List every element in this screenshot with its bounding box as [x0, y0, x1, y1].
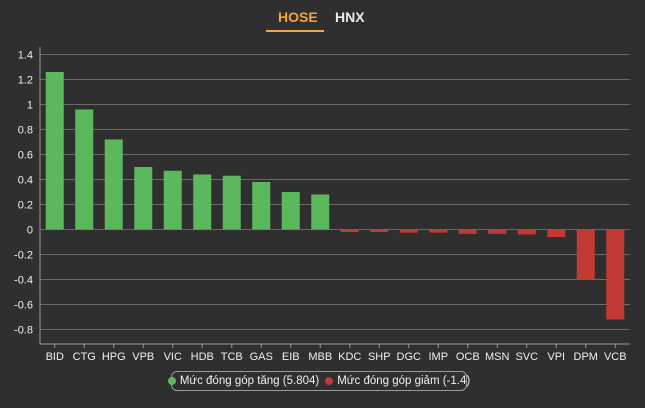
bar [281, 192, 300, 230]
y-tick-label: -0.8 [14, 325, 33, 337]
bar [104, 139, 123, 230]
bar [134, 167, 153, 230]
legend-increase-label: Mức đóng góp tăng (5.804) [179, 375, 320, 387]
bar [458, 229, 477, 234]
y-tick-label: 1 [27, 100, 33, 112]
y-tick-label: 0.6 [18, 150, 33, 162]
y-tick-label: 0 [27, 225, 33, 237]
bar [370, 229, 389, 232]
bar [193, 174, 212, 230]
bar [222, 175, 241, 230]
bar [311, 194, 330, 230]
x-tick-label: DGC [397, 351, 422, 363]
y-tick-label: 0.2 [18, 200, 33, 212]
bar [399, 229, 418, 233]
green-dot-icon [167, 377, 176, 385]
x-tick-label: OCB [456, 351, 480, 363]
x-tick-label: HPG [102, 351, 126, 363]
bar [576, 229, 595, 280]
x-tick-label: SHP [368, 351, 391, 363]
y-tick-label: -0.6 [14, 300, 33, 312]
x-tick-label: DPM [574, 351, 598, 363]
bar [517, 229, 536, 235]
active-tab-underline [266, 30, 324, 32]
x-tick-label: SVC [515, 351, 538, 363]
bar [340, 229, 359, 232]
bar [45, 72, 64, 230]
tab-hose[interactable]: HOSE [278, 9, 318, 25]
legend-item-increase[interactable]: Mức đóng góp tăng (5.804) [167, 375, 320, 387]
x-tick-label: EIB [282, 351, 300, 363]
y-tick-label: 1.4 [18, 50, 33, 62]
legend-decrease-label: Mức đóng góp giảm (-1.4) [337, 375, 471, 387]
bar [547, 229, 566, 237]
red-dot-icon [325, 377, 334, 385]
bar [75, 109, 94, 230]
bar [429, 229, 448, 233]
tab-hnx[interactable]: HNX [335, 9, 365, 25]
x-tick-label: MSN [485, 351, 510, 363]
x-tick-label: HDB [191, 351, 214, 363]
x-tick-label: KDC [338, 351, 361, 363]
x-tick-label: VCB [604, 351, 627, 363]
y-tick-label: -0.4 [14, 275, 33, 287]
x-tick-label: IMP [428, 351, 448, 363]
chart-legend: Mức đóng góp tăng (5.804) Mức đóng góp g… [167, 371, 470, 391]
x-tick-label: TCB [221, 351, 243, 363]
x-tick-label: VIC [164, 351, 182, 363]
x-tick-label: VPB [132, 351, 154, 363]
y-tick-label: 0.4 [18, 175, 33, 187]
y-tick-label: 1.2 [18, 75, 33, 87]
x-tick-label: GAS [250, 351, 273, 363]
x-tick-label: CTG [73, 351, 96, 363]
bar [252, 182, 271, 230]
y-tick-label: -0.2 [14, 250, 33, 262]
legend-item-decrease[interactable]: Mức đóng góp giảm (-1.4) [325, 375, 470, 387]
exchange-tabs: HOSE HNX [0, 0, 645, 36]
x-tick-label: MBB [308, 351, 332, 363]
bar [488, 229, 507, 234]
y-tick-label: 0.8 [18, 125, 33, 137]
x-tick-label: VPI [547, 351, 565, 363]
x-tick-label: BID [46, 351, 64, 363]
bar [163, 170, 182, 230]
bar [606, 229, 625, 320]
